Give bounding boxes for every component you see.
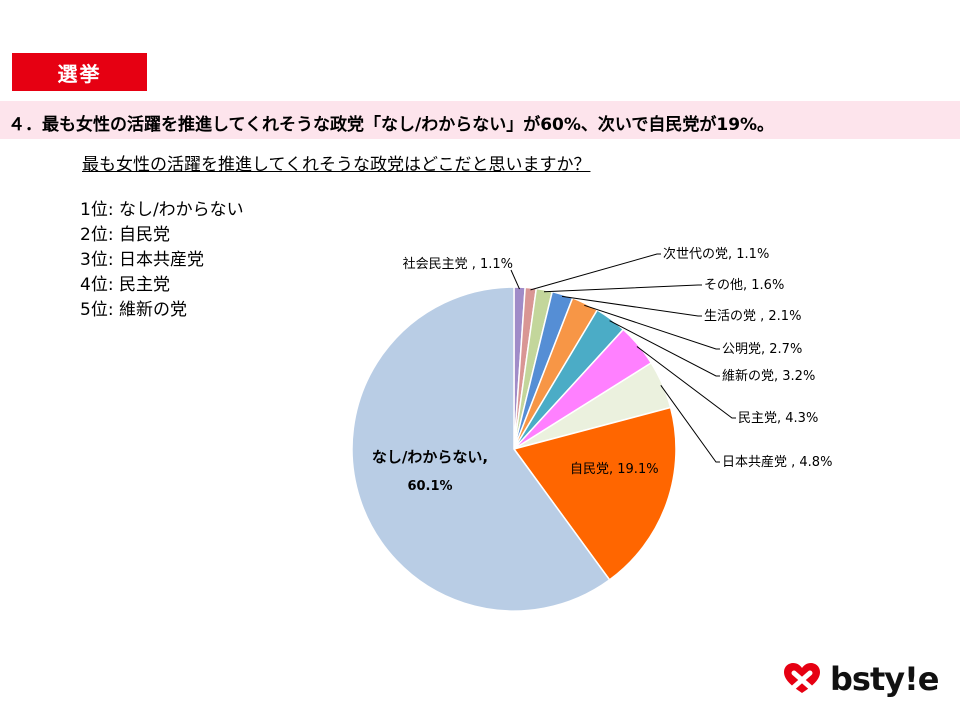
leader-line-7 <box>636 346 736 419</box>
leader-line-2 <box>530 253 661 291</box>
category-tag: 選挙 <box>12 53 147 91</box>
leader-line-1 <box>510 269 520 290</box>
logo-mark-icon <box>784 663 820 693</box>
rank-item-5: 5位: 維新の党 <box>80 300 187 320</box>
slice-label-value-10: 60.1% <box>407 479 452 494</box>
leader-line-5 <box>584 304 720 350</box>
pie-slice-9 <box>512 406 677 581</box>
pie-slice-10 <box>351 286 611 612</box>
slice-label-4: 生活の党 , 2.1% <box>704 309 801 324</box>
survey-question: 最も女性の活躍を推進してくれそうな政党はどこだと思いますか？ <box>82 155 591 175</box>
headline: ４．最も女性の活躍を推進してくれそうな政党「なし/わからない」が60%、次いで自… <box>8 115 775 135</box>
slice-label-3: その他, 1.6% <box>704 278 784 293</box>
rank-item-4: 4位: 民主党 <box>80 275 170 295</box>
slice-label-8: 日本共産党 , 4.8% <box>722 454 832 470</box>
brand-logo: bsty!e <box>780 659 939 699</box>
slice-label-1: 社会民主党 , 1.1% <box>403 256 513 272</box>
logo-text: bsty!e <box>830 660 939 698</box>
leader-line-3 <box>543 284 702 293</box>
slice-label-name-10: なし/わからない, <box>372 448 488 466</box>
slice-label-6: 維新の党, 3.2% <box>722 368 815 384</box>
ranking-list: 1位: なし/わからない 2位: 自民党 3位: 日本共産党 4位: 民主党 5… <box>80 198 244 323</box>
slice-label-2: 次世代の党, 1.1% <box>663 246 769 262</box>
slice-label-7: 民主党, 4.3% <box>738 411 818 426</box>
slice-label-9: 自民党, 19.1% <box>570 462 659 477</box>
leader-line-6 <box>609 320 720 377</box>
headline-bar <box>0 101 960 139</box>
slice-label-5: 公明党, 2.7% <box>722 342 802 357</box>
rank-item-2: 2位: 自民党 <box>80 225 170 245</box>
leader-line-4 <box>561 295 702 317</box>
rank-item-1: 1位: なし/わからない <box>80 200 244 220</box>
leader-line-8 <box>660 385 720 463</box>
rank-item-3: 3位: 日本共産党 <box>80 250 204 270</box>
